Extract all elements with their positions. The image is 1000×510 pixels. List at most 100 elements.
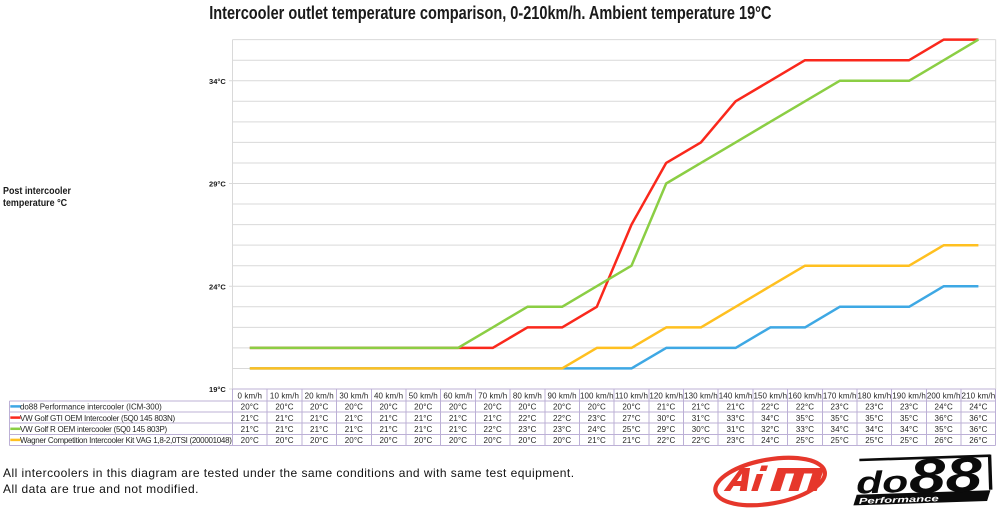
svg-text:25°C: 25°C xyxy=(900,436,918,445)
svg-text:25°C: 25°C xyxy=(831,436,849,445)
svg-text:33°C: 33°C xyxy=(726,414,744,423)
svg-text:20°C: 20°C xyxy=(379,403,397,412)
svg-text:21°C: 21°C xyxy=(379,414,397,423)
svg-text:20°C: 20°C xyxy=(518,436,536,445)
svg-text:20°C: 20°C xyxy=(484,403,502,412)
svg-text:20°C: 20°C xyxy=(449,436,467,445)
svg-text:35°C: 35°C xyxy=(935,425,953,434)
svg-text:36°C: 36°C xyxy=(969,425,987,434)
svg-text:25°C: 25°C xyxy=(796,436,814,445)
svg-text:24°C: 24°C xyxy=(761,436,779,445)
svg-text:23°C: 23°C xyxy=(900,403,918,412)
svg-text:100 km/h: 100 km/h xyxy=(580,391,614,400)
svg-text:23°C: 23°C xyxy=(553,425,571,434)
svg-text:23°C: 23°C xyxy=(865,403,883,412)
svg-text:140 km/h: 140 km/h xyxy=(719,391,753,400)
svg-text:20°C: 20°C xyxy=(518,403,536,412)
svg-text:21°C: 21°C xyxy=(484,414,502,423)
svg-text:21°C: 21°C xyxy=(726,403,744,412)
svg-text:21°C: 21°C xyxy=(622,436,640,445)
svg-text:21°C: 21°C xyxy=(588,436,606,445)
svg-text:20°C: 20°C xyxy=(310,436,328,445)
svg-text:29°C: 29°C xyxy=(209,180,226,189)
svg-text:19°C: 19°C xyxy=(209,385,226,394)
svg-text:10 km/h: 10 km/h xyxy=(270,391,299,400)
svg-text:21°C: 21°C xyxy=(345,425,363,434)
svg-text:20°C: 20°C xyxy=(379,436,397,445)
svg-text:26°C: 26°C xyxy=(935,436,953,445)
svg-text:20°C: 20°C xyxy=(275,403,293,412)
svg-text:20°C: 20°C xyxy=(484,436,502,445)
svg-text:35°C: 35°C xyxy=(900,414,918,423)
svg-text:22°C: 22°C xyxy=(657,436,675,445)
svg-text:190 km/h: 190 km/h xyxy=(892,391,926,400)
svg-text:88: 88 xyxy=(908,448,984,504)
svg-text:22°C: 22°C xyxy=(518,414,536,423)
svg-text:20 km/h: 20 km/h xyxy=(305,391,334,400)
svg-text:80 km/h: 80 km/h xyxy=(513,391,542,400)
svg-text:35°C: 35°C xyxy=(796,414,814,423)
svg-text:30 km/h: 30 km/h xyxy=(339,391,368,400)
svg-text:23°C: 23°C xyxy=(588,414,606,423)
svg-text:21°C: 21°C xyxy=(275,425,293,434)
svg-text:24°C: 24°C xyxy=(209,282,226,291)
svg-text:21°C: 21°C xyxy=(414,425,432,434)
svg-text:21°C: 21°C xyxy=(310,425,328,434)
svg-text:22°C: 22°C xyxy=(761,403,779,412)
svg-text:20°C: 20°C xyxy=(414,436,432,445)
svg-text:20°C: 20°C xyxy=(414,403,432,412)
svg-text:40 km/h: 40 km/h xyxy=(374,391,403,400)
svg-text:210 km/h: 210 km/h xyxy=(962,391,996,400)
svg-text:21°C: 21°C xyxy=(310,414,328,423)
svg-text:Wagner Competition Intercooler: Wagner Competition Intercooler Kit VAG 1… xyxy=(20,436,232,445)
svg-text:29°C: 29°C xyxy=(657,425,675,434)
svg-text:20°C: 20°C xyxy=(449,403,467,412)
svg-text:36°C: 36°C xyxy=(935,414,953,423)
svg-text:VW Golf R OEM intercooler (5Q0: VW Golf R OEM intercooler (5Q0 145 803P) xyxy=(20,425,168,434)
svg-text:25°C: 25°C xyxy=(865,436,883,445)
svg-text:21°C: 21°C xyxy=(692,403,710,412)
svg-text:23°C: 23°C xyxy=(726,436,744,445)
svg-text:90 km/h: 90 km/h xyxy=(548,391,577,400)
svg-text:20°C: 20°C xyxy=(310,403,328,412)
svg-text:22°C: 22°C xyxy=(692,436,710,445)
svg-text:22°C: 22°C xyxy=(796,403,814,412)
svg-text:170 km/h: 170 km/h xyxy=(823,391,857,400)
svg-text:150 km/h: 150 km/h xyxy=(753,391,787,400)
svg-text:25°C: 25°C xyxy=(622,425,640,434)
svg-text:20°C: 20°C xyxy=(241,436,259,445)
svg-text:27°C: 27°C xyxy=(622,414,640,423)
svg-text:21°C: 21°C xyxy=(657,403,675,412)
svg-text:23°C: 23°C xyxy=(518,425,536,434)
svg-text:31°C: 31°C xyxy=(726,425,744,434)
svg-text:20°C: 20°C xyxy=(275,436,293,445)
svg-text:0 km/h: 0 km/h xyxy=(237,391,262,400)
svg-text:34°C: 34°C xyxy=(761,414,779,423)
svg-text:32°C: 32°C xyxy=(761,425,779,434)
svg-text:50 km/h: 50 km/h xyxy=(409,391,438,400)
svg-text:26°C: 26°C xyxy=(969,436,987,445)
svg-text:20°C: 20°C xyxy=(622,403,640,412)
svg-text:34°C: 34°C xyxy=(831,425,849,434)
svg-text:20°C: 20°C xyxy=(345,436,363,445)
svg-text:180 km/h: 180 km/h xyxy=(858,391,892,400)
svg-text:20°C: 20°C xyxy=(553,403,571,412)
svg-text:21°C: 21°C xyxy=(241,414,259,423)
svg-text:21°C: 21°C xyxy=(275,414,293,423)
svg-text:24°C: 24°C xyxy=(588,425,606,434)
svg-text:33°C: 33°C xyxy=(796,425,814,434)
svg-text:36°C: 36°C xyxy=(969,414,987,423)
svg-text:20°C: 20°C xyxy=(588,403,606,412)
svg-text:110 km/h: 110 km/h xyxy=(615,391,648,400)
svg-text:21°C: 21°C xyxy=(449,414,467,423)
svg-text:24°C: 24°C xyxy=(935,403,953,412)
svg-text:70 km/h: 70 km/h xyxy=(478,391,507,400)
svg-text:20°C: 20°C xyxy=(345,403,363,412)
svg-text:35°C: 35°C xyxy=(865,414,883,423)
svg-text:do: do xyxy=(856,464,909,501)
svg-text:21°C: 21°C xyxy=(449,425,467,434)
svg-text:30°C: 30°C xyxy=(657,414,675,423)
svg-text:34°C: 34°C xyxy=(209,77,226,86)
svg-text:200 km/h: 200 km/h xyxy=(927,391,961,400)
svg-text:34°C: 34°C xyxy=(865,425,883,434)
